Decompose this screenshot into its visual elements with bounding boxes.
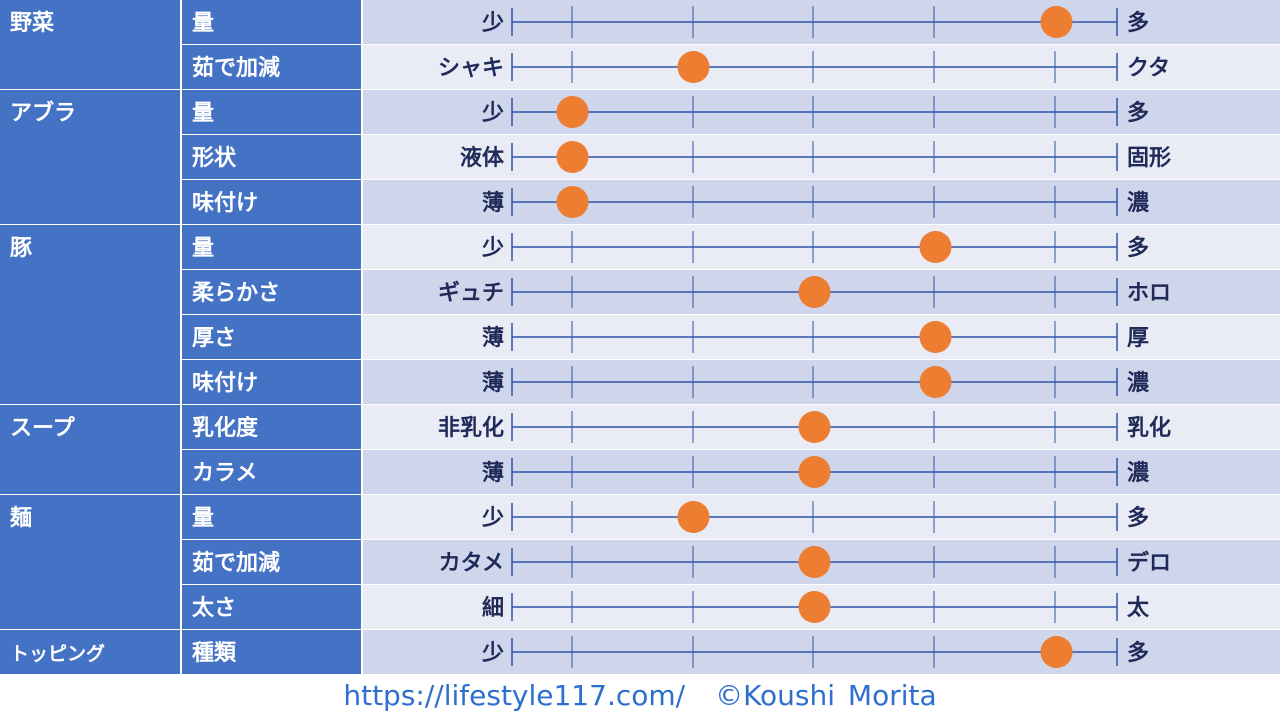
value-marker — [798, 546, 831, 578]
attribute-label: 厚さ — [192, 326, 236, 351]
value-marker — [556, 186, 589, 218]
attribute-label: 量 — [192, 11, 214, 36]
attribute-cell — [182, 315, 361, 359]
value-marker — [798, 591, 831, 623]
attribute-cell — [182, 540, 361, 584]
attribute-label: 量 — [192, 101, 214, 126]
attribute-label: 形状 — [192, 146, 237, 171]
scale-left-label: ギュチ — [438, 281, 504, 306]
group-label: アブラ — [10, 100, 76, 126]
attribute-label: 種類 — [192, 641, 237, 666]
attribute-label: 太さ — [192, 596, 236, 621]
scale-left-label: 液体 — [460, 145, 505, 171]
attribute-cell — [182, 405, 361, 449]
group-label: トッピング — [10, 642, 105, 665]
footer-url[interactable]: https://lifestyle117.com/ — [343, 679, 686, 712]
scale-right-label: 濃 — [1127, 371, 1150, 396]
scale-left-label: 少 — [481, 641, 504, 666]
scale-left-label: 少 — [481, 236, 504, 261]
scale-left-label: 非乳化 — [438, 415, 504, 441]
attribute-cell — [182, 90, 361, 134]
scale-right-label: 多 — [1127, 100, 1149, 126]
value-marker — [677, 51, 710, 83]
value-marker — [1040, 6, 1073, 38]
value-marker — [798, 411, 831, 443]
scale-left-label: 少 — [481, 506, 504, 531]
scale-right-label: 乳化 — [1127, 415, 1171, 441]
attribute-cell — [182, 0, 361, 44]
value-marker — [798, 276, 831, 308]
attribute-label: 茹で加減 — [192, 56, 280, 81]
attribute-cell — [182, 225, 361, 269]
attribute-label: 味付け — [192, 191, 258, 216]
attribute-label: カラメ — [192, 461, 257, 486]
scale-right-label: 多 — [1127, 505, 1149, 531]
attribute-label: 味付け — [192, 371, 258, 396]
scale-left-label: 細 — [482, 595, 504, 621]
attribute-cell — [182, 630, 361, 674]
scale-right-label: ホロ — [1127, 281, 1171, 306]
scale-left-label: 薄 — [482, 326, 504, 351]
scale-right-label: 厚 — [1127, 326, 1149, 351]
group-label-cell — [0, 405, 180, 494]
scale-right-label: 濃 — [1127, 461, 1150, 486]
attribute-cell — [182, 450, 361, 494]
group-label-cell — [0, 90, 180, 224]
value-marker — [556, 96, 589, 128]
value-marker — [556, 141, 589, 173]
footer-credit: ©Koushi Morita — [715, 679, 937, 712]
scale-left-label: カタメ — [439, 551, 504, 576]
scale-right-label: デロ — [1127, 550, 1171, 576]
attribute-label: 量 — [192, 236, 214, 261]
attribute-label: 茹で加減 — [192, 551, 280, 576]
scale-left-label: 少 — [481, 11, 504, 36]
value-marker — [919, 321, 952, 353]
attribute-cell — [182, 360, 361, 404]
value-marker — [798, 456, 831, 488]
scale-right-label: 多 — [1127, 640, 1149, 666]
attribute-label: 量 — [192, 506, 214, 531]
attribute-cell — [182, 135, 361, 179]
attribute-cell — [182, 495, 361, 539]
scale-right-label: クタ — [1127, 56, 1170, 81]
group-label: 野菜 — [10, 11, 54, 36]
attribute-cell — [182, 180, 361, 224]
footer: https://lifestyle117.com/ ©Koushi Morita — [0, 676, 1280, 716]
value-marker — [677, 501, 710, 533]
attribute-label: 柔らかさ — [192, 281, 280, 306]
group-label-cell — [0, 495, 180, 629]
scale-right-label: 太 — [1127, 596, 1150, 621]
group-label-cell — [0, 630, 180, 674]
group-label: 麺 — [9, 505, 32, 531]
group-label: 豚 — [10, 236, 32, 261]
value-marker — [919, 366, 952, 398]
group-label-cell — [0, 225, 180, 404]
scale-left-label: 少 — [481, 101, 504, 126]
scale-right-label: 多 — [1127, 10, 1149, 36]
value-marker — [919, 231, 952, 263]
scale-right-label: 濃 — [1127, 191, 1150, 216]
attribute-cell — [182, 45, 361, 89]
value-marker — [1040, 636, 1073, 668]
attribute-label: 乳化度 — [192, 415, 259, 441]
scale-left-label: 薄 — [482, 191, 504, 216]
group-label: スープ — [10, 416, 76, 441]
scale-left-label: シャキ — [438, 56, 504, 81]
scale-right-label: 多 — [1127, 235, 1149, 261]
scale-right-label: 固形 — [1127, 146, 1171, 171]
attribute-cell — [182, 585, 361, 629]
scale-left-label: 薄 — [482, 461, 504, 486]
group-label-cell — [0, 0, 180, 89]
attribute-cell — [182, 270, 361, 314]
scale-left-label: 薄 — [482, 371, 504, 396]
